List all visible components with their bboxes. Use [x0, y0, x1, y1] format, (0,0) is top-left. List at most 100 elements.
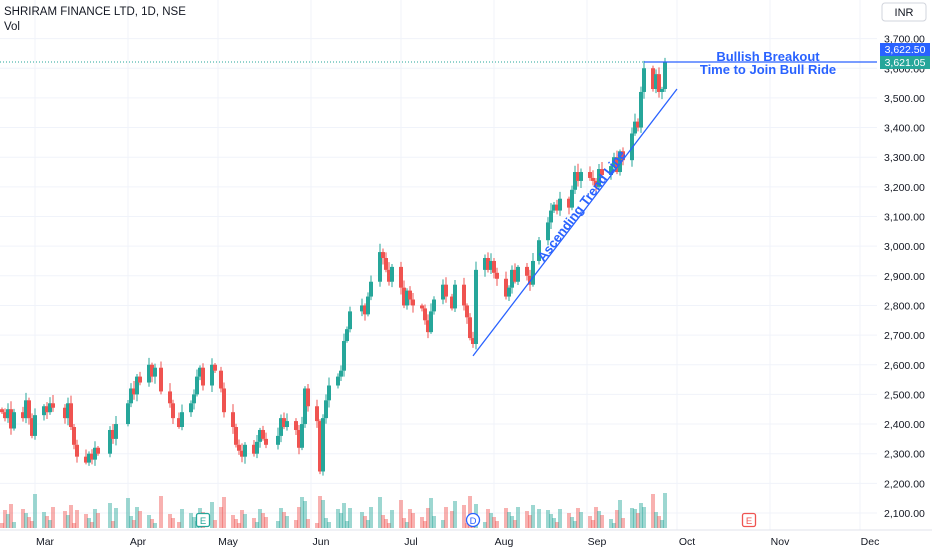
volume-bar — [642, 507, 646, 528]
candle-body — [3, 412, 7, 419]
volume-bar — [132, 520, 136, 528]
candle-body — [153, 367, 157, 377]
candle-body — [450, 296, 454, 309]
volume-bar — [402, 518, 406, 528]
candle-body — [135, 376, 139, 395]
candle-body — [432, 299, 436, 312]
price-tick-label: 3,700.00 — [884, 34, 925, 46]
candle-body — [195, 376, 199, 395]
volume-bar — [84, 514, 88, 528]
candle-body — [579, 172, 583, 181]
price-tag-current: 3,621.05 — [885, 57, 926, 69]
volume-bar — [657, 516, 661, 528]
candle-body — [303, 388, 307, 425]
candle-body — [516, 266, 520, 282]
candle-body — [597, 169, 601, 187]
volume-bar — [243, 514, 247, 528]
volume-bar — [486, 509, 490, 528]
volume-bar — [495, 521, 499, 528]
time-tick-label: May — [218, 536, 239, 548]
candle-body — [570, 189, 574, 208]
earnings-marker — [741, 512, 757, 528]
volume-bar — [558, 509, 562, 528]
volume-bar — [21, 509, 25, 528]
volume-bar — [90, 522, 94, 528]
volume-bar — [504, 508, 508, 528]
candle-body — [531, 260, 535, 285]
price-tick-label: 2,600.00 — [884, 360, 925, 372]
candle-body — [366, 296, 370, 315]
volume-bar — [594, 507, 598, 528]
volume-bar — [366, 520, 370, 528]
volume-bar — [135, 507, 139, 528]
candle-body — [489, 260, 493, 270]
volume-label: Vol — [4, 21, 20, 33]
candle-body — [621, 151, 625, 161]
candle-body — [45, 406, 49, 413]
event-marker-label: E — [746, 516, 752, 527]
volume-bar — [528, 515, 532, 528]
volume-bar — [618, 500, 622, 528]
volume-bar — [30, 521, 34, 528]
volume-bar — [444, 507, 448, 528]
candle-body — [651, 68, 655, 90]
time-tick-label: Dec — [861, 536, 880, 548]
volume-bar — [219, 507, 223, 528]
candle-body — [345, 329, 349, 342]
candle-body — [444, 284, 448, 297]
candle-body — [324, 400, 328, 419]
volume-bar — [282, 512, 286, 528]
candle-body — [282, 418, 286, 428]
candle-body — [612, 157, 616, 167]
volume-bar — [210, 502, 214, 528]
volume-bar — [33, 494, 37, 528]
candle-body — [639, 91, 643, 128]
candle-body — [342, 341, 346, 371]
volume-bar — [537, 509, 541, 528]
candle-body — [66, 403, 70, 419]
volume-bar — [27, 517, 31, 528]
candle-body — [252, 444, 256, 454]
candle-body — [576, 172, 580, 181]
volume-bar — [600, 515, 604, 528]
candle-body — [615, 157, 619, 173]
candle-body — [390, 266, 394, 282]
currency-badge-box[interactable] — [881, 2, 927, 22]
volume-bar — [654, 512, 658, 528]
price-tick-label: 2,500.00 — [884, 389, 925, 401]
candle-body — [27, 400, 31, 419]
earnings-marker — [195, 512, 211, 528]
volume-bar — [384, 519, 388, 528]
volume-bar — [411, 513, 415, 528]
candle-body — [633, 121, 637, 134]
volume-bar — [285, 516, 289, 528]
volume-bar — [114, 508, 118, 528]
volume-bar — [489, 513, 493, 528]
volume-bar — [570, 517, 574, 528]
candle-body — [111, 429, 115, 439]
candle-body — [321, 418, 325, 472]
price-tick-label: 3,300.00 — [884, 152, 925, 164]
volume-bar — [321, 500, 325, 528]
volume-bar — [237, 523, 241, 528]
currency-badge: INR — [895, 7, 914, 19]
event-marker-label: D — [470, 516, 477, 527]
volume-bar — [639, 503, 643, 528]
breakout-annotation-line2: Time to Join Bull Ride — [700, 62, 836, 77]
volume-bar — [609, 519, 613, 528]
volume-bar — [264, 517, 268, 528]
volume-bar — [93, 509, 97, 528]
volume-bar — [150, 519, 154, 528]
volume-bar — [24, 513, 28, 528]
volume-bar — [450, 511, 454, 528]
candle-body — [468, 317, 472, 339]
volume-bar — [231, 515, 235, 528]
time-tick-label: Apr — [130, 536, 147, 548]
price-tick-label: 2,800.00 — [884, 300, 925, 312]
candle-body — [51, 403, 55, 408]
ascending-trend-line[interactable] — [472, 88, 678, 357]
volume-bar — [492, 517, 496, 528]
candles — [0, 57, 667, 476]
